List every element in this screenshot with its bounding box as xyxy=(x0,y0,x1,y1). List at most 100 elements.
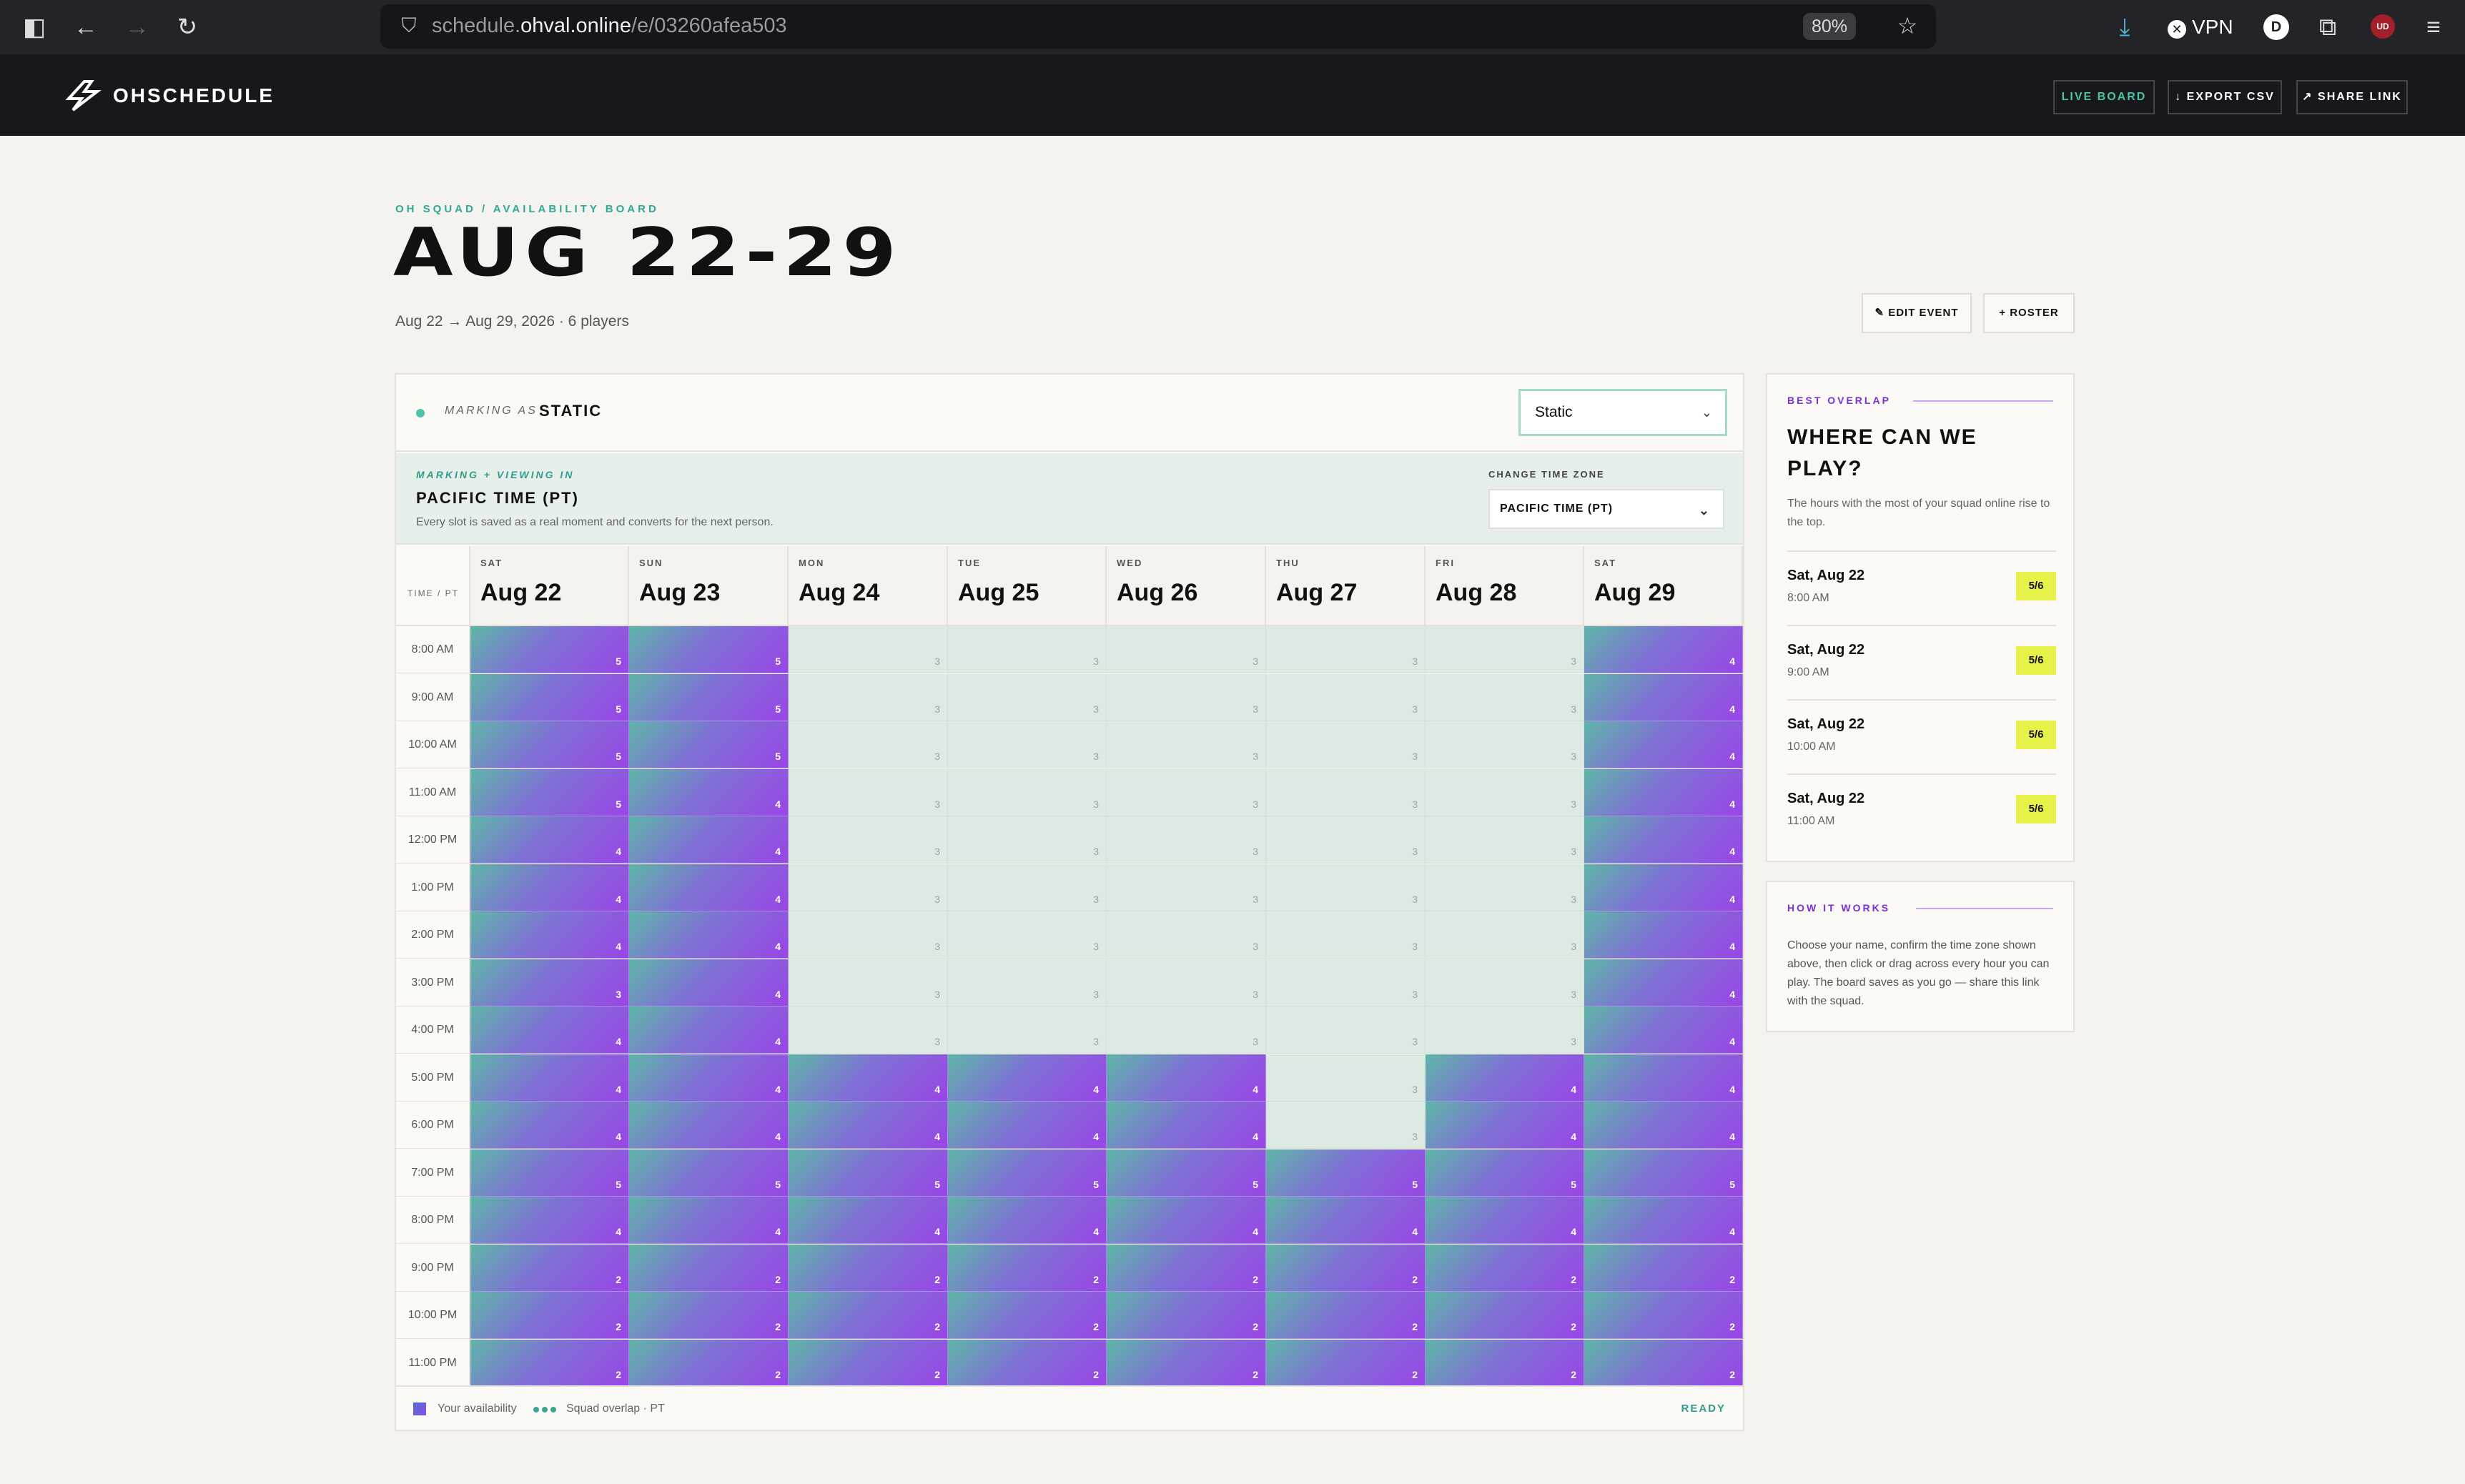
availability-slot[interactable]: 3 xyxy=(789,864,948,911)
availability-slot[interactable]: 4 xyxy=(1584,911,1743,959)
availability-slot[interactable]: 4 xyxy=(629,768,789,816)
availability-slot[interactable]: 4 xyxy=(789,1197,948,1244)
availability-slot[interactable]: 3 xyxy=(1266,816,1426,864)
availability-slot[interactable]: 5 xyxy=(1426,1149,1584,1197)
availability-slot[interactable]: 3 xyxy=(1426,816,1584,864)
availability-slot[interactable]: 4 xyxy=(1426,1054,1584,1102)
availability-slot[interactable]: 3 xyxy=(789,959,948,1006)
availability-slot[interactable]: 2 xyxy=(948,1339,1107,1387)
availability-slot[interactable]: 2 xyxy=(629,1292,789,1339)
live-board-button[interactable]: LIVE BOARD xyxy=(2053,80,2155,114)
availability-slot[interactable]: 2 xyxy=(1584,1292,1743,1339)
profile-avatar[interactable]: D xyxy=(2263,14,2289,40)
availability-slot[interactable]: 3 xyxy=(1426,864,1584,911)
availability-slot[interactable]: 4 xyxy=(948,1054,1107,1102)
availability-slot[interactable]: 2 xyxy=(629,1244,789,1292)
availability-slot[interactable]: 3 xyxy=(1107,721,1266,768)
ublock-icon[interactable]: UD xyxy=(2371,14,2395,39)
player-select[interactable]: Static ⌄ xyxy=(1518,389,1727,436)
availability-slot[interactable]: 5 xyxy=(629,1149,789,1197)
availability-slot[interactable]: 3 xyxy=(1426,673,1584,721)
availability-slot[interactable]: 4 xyxy=(1584,768,1743,816)
availability-slot[interactable]: 3 xyxy=(789,911,948,959)
availability-slot[interactable]: 4 xyxy=(1584,1197,1743,1244)
availability-slot[interactable]: 2 xyxy=(1107,1339,1266,1387)
overlap-item[interactable]: Sat, Aug 22 8:00 AM 5/6 xyxy=(1787,550,2056,625)
availability-slot[interactable]: 2 xyxy=(1584,1339,1743,1387)
availability-slot[interactable]: 2 xyxy=(789,1244,948,1292)
availability-slot[interactable]: 3 xyxy=(1426,1006,1584,1054)
availability-slot[interactable]: 4 xyxy=(629,959,789,1006)
availability-slot[interactable]: 3 xyxy=(1266,768,1426,816)
availability-slot[interactable]: 5 xyxy=(470,626,629,673)
availability-slot[interactable]: 3 xyxy=(789,768,948,816)
availability-slot[interactable]: 2 xyxy=(1266,1292,1426,1339)
availability-slot[interactable]: 2 xyxy=(948,1244,1107,1292)
availability-slot[interactable]: 3 xyxy=(948,864,1107,911)
availability-slot[interactable]: 4 xyxy=(629,1006,789,1054)
export-csv-button[interactable]: ↓ EXPORT CSV xyxy=(2168,80,2282,114)
availability-slot[interactable]: 2 xyxy=(1266,1339,1426,1387)
availability-slot[interactable]: 5 xyxy=(629,626,789,673)
availability-slot[interactable]: 4 xyxy=(1266,1197,1426,1244)
day-header[interactable]: SAT Aug 22 xyxy=(470,546,629,626)
availability-slot[interactable]: 3 xyxy=(470,959,629,1006)
bookmark-star-icon[interactable]: ☆ xyxy=(1897,13,1918,39)
availability-slot[interactable]: 3 xyxy=(789,721,948,768)
availability-slot[interactable]: 5 xyxy=(789,1149,948,1197)
app-logo[interactable]: OHSCHEDULE xyxy=(63,80,275,112)
availability-slot[interactable]: 2 xyxy=(1107,1244,1266,1292)
availability-slot[interactable]: 4 xyxy=(1584,1054,1743,1102)
availability-slot[interactable]: 4 xyxy=(1584,626,1743,673)
availability-slot[interactable]: 5 xyxy=(1107,1149,1266,1197)
overlap-item[interactable]: Sat, Aug 22 9:00 AM 5/6 xyxy=(1787,625,2056,699)
availability-slot[interactable]: 2 xyxy=(1266,1244,1426,1292)
availability-slot[interactable]: 5 xyxy=(1266,1149,1426,1197)
availability-slot[interactable]: 3 xyxy=(1426,959,1584,1006)
availability-slot[interactable]: 4 xyxy=(629,816,789,864)
availability-slot[interactable]: 4 xyxy=(629,911,789,959)
availability-slot[interactable]: 3 xyxy=(1266,959,1426,1006)
availability-slot[interactable]: 3 xyxy=(1426,768,1584,816)
day-header[interactable]: MON Aug 24 xyxy=(789,546,948,626)
menu-icon[interactable]: ≡ xyxy=(2426,14,2441,41)
availability-slot[interactable]: 5 xyxy=(470,768,629,816)
availability-slot[interactable]: 3 xyxy=(1266,673,1426,721)
availability-slot[interactable]: 3 xyxy=(1107,626,1266,673)
availability-slot[interactable]: 4 xyxy=(1107,1102,1266,1149)
availability-slot[interactable]: 4 xyxy=(470,1006,629,1054)
availability-slot[interactable]: 4 xyxy=(1584,959,1743,1006)
availability-slot[interactable]: 3 xyxy=(789,816,948,864)
availability-slot[interactable]: 5 xyxy=(948,1149,1107,1197)
availability-slot[interactable]: 4 xyxy=(1584,864,1743,911)
availability-slot[interactable]: 2 xyxy=(1426,1244,1584,1292)
availability-slot[interactable]: 5 xyxy=(629,721,789,768)
availability-slot[interactable]: 4 xyxy=(1584,816,1743,864)
availability-slot[interactable]: 3 xyxy=(789,1006,948,1054)
availability-slot[interactable]: 2 xyxy=(789,1292,948,1339)
availability-slot[interactable]: 5 xyxy=(1584,1149,1743,1197)
availability-slot[interactable]: 3 xyxy=(1426,721,1584,768)
availability-slot[interactable]: 4 xyxy=(1107,1054,1266,1102)
url-text[interactable]: schedule.ohval.online/e/03260afea503 xyxy=(432,14,787,37)
extensions-icon[interactable]: ⧉ xyxy=(2318,14,2337,41)
availability-slot[interactable]: 5 xyxy=(470,673,629,721)
availability-slot[interactable]: 3 xyxy=(948,959,1107,1006)
day-header[interactable]: FRI Aug 28 xyxy=(1426,546,1584,626)
availability-slot[interactable]: 3 xyxy=(1107,864,1266,911)
availability-slot[interactable]: 2 xyxy=(1426,1339,1584,1387)
availability-slot[interactable]: 3 xyxy=(789,626,948,673)
availability-slot[interactable]: 3 xyxy=(948,911,1107,959)
timezone-select[interactable]: PACIFIC TIME (PT) ⌄ xyxy=(1488,489,1724,529)
availability-slot[interactable]: 4 xyxy=(789,1054,948,1102)
availability-slot[interactable]: 2 xyxy=(470,1244,629,1292)
availability-slot[interactable]: 4 xyxy=(470,864,629,911)
availability-slot[interactable]: 3 xyxy=(948,816,1107,864)
availability-slot[interactable]: 4 xyxy=(1426,1102,1584,1149)
overlap-item[interactable]: Sat, Aug 22 10:00 AM 5/6 xyxy=(1787,699,2056,773)
download-icon[interactable]: ⤓ xyxy=(2119,14,2130,41)
availability-slot[interactable]: 3 xyxy=(1107,1006,1266,1054)
availability-slot[interactable]: 3 xyxy=(948,721,1107,768)
day-header[interactable]: SUN Aug 23 xyxy=(629,546,789,626)
availability-slot[interactable]: 4 xyxy=(1584,1006,1743,1054)
